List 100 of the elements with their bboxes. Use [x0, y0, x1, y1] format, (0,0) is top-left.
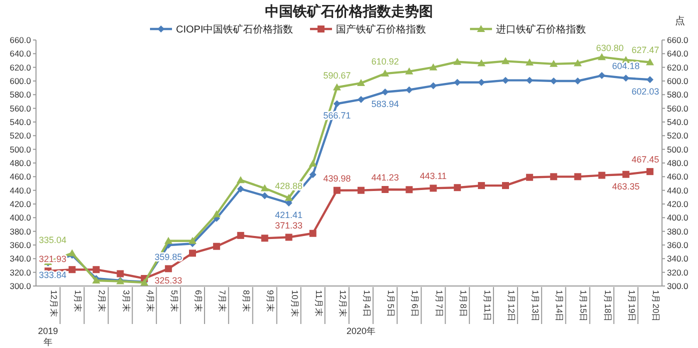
data-label: 610.92: [371, 56, 399, 67]
x-tick-label: 1月6日: [410, 290, 420, 318]
y-tick-label: 380.0: [10, 226, 32, 236]
point: [574, 173, 582, 180]
point: [574, 78, 582, 84]
point: [285, 234, 292, 241]
y2-tick-label: 300.0: [667, 281, 689, 291]
legend-label: 进口铁矿石价格指数: [496, 24, 586, 36]
y2-tick-label: 380.0: [667, 226, 689, 236]
point: [332, 83, 341, 90]
data-label: 325.33: [154, 276, 182, 286]
point: [526, 174, 534, 181]
x-tick-label: 5月末: [169, 290, 180, 313]
y-tick-label: 600.0: [10, 76, 32, 86]
point: [646, 58, 654, 66]
point: [453, 58, 462, 65]
point: [550, 60, 558, 67]
point: [454, 78, 461, 86]
point: [164, 236, 172, 244]
legend-label: 国产铁矿石价格指数: [336, 24, 426, 36]
x-tick-label: 3月末: [121, 290, 132, 313]
x-tick-label: 7月末: [218, 290, 228, 313]
point: [188, 236, 196, 244]
x-tick-label: 6月末: [194, 290, 204, 313]
point: [92, 266, 100, 274]
point: [574, 59, 582, 66]
y2-tick-label: 640.0: [667, 48, 689, 59]
point: [116, 270, 124, 278]
point: [502, 57, 510, 64]
data-label: 590.67: [323, 70, 351, 80]
point: [237, 232, 244, 239]
text: 2019年: [38, 326, 58, 347]
y-tick-label: 640.0: [10, 48, 32, 59]
point: [309, 171, 316, 178]
y2-tick-label: 600.0: [667, 76, 689, 86]
point: [646, 168, 654, 176]
point: [381, 70, 390, 77]
data-label: 421.41: [275, 210, 303, 220]
x-tick-label: 1月末: [73, 290, 84, 313]
y-tick-label: 500.0: [10, 144, 32, 154]
y-tick-label: 580.0: [10, 90, 32, 100]
point: [382, 186, 389, 193]
point: [598, 53, 606, 60]
point: [598, 72, 606, 80]
y-tick-label: 320.0: [10, 267, 32, 278]
data-label: 439.98: [323, 173, 351, 184]
point: [164, 265, 172, 272]
point: [285, 200, 292, 207]
text: 2020年: [346, 326, 376, 336]
point: [357, 79, 366, 86]
point: [406, 186, 413, 194]
point: [526, 58, 534, 66]
x-tick-label: 12月末: [49, 290, 60, 318]
point: [550, 78, 558, 84]
point: [261, 192, 268, 200]
y2-tick-label: 660.0: [667, 35, 689, 45]
x-tick-label: 1月11日: [482, 290, 492, 322]
x-tick-label: 1月18日: [602, 290, 613, 322]
data-label: 333.84: [38, 270, 66, 280]
y2-tick-label: 320.0: [667, 267, 689, 278]
point: [333, 186, 340, 194]
y2-tick-label: 360.0: [667, 240, 689, 250]
data-label: 604.18: [612, 61, 640, 72]
y2-tick-label: 500.0: [667, 144, 689, 154]
point: [333, 100, 340, 108]
y2-tick-label: 400.0: [667, 212, 689, 223]
y2-tick-label: 420.0: [667, 199, 689, 209]
y2-tick-label: 580.0: [667, 90, 689, 100]
point: [502, 76, 509, 84]
x-tick-label: 1月12日: [506, 290, 516, 322]
y-tick-label: 360.0: [10, 240, 32, 250]
point: [478, 78, 485, 86]
data-label: 463.35: [612, 181, 640, 192]
point: [502, 182, 509, 190]
data-label: 630.80: [596, 42, 624, 53]
y-tick-label: 620.0: [10, 62, 32, 72]
point: [646, 76, 654, 84]
y-tick-label: 420.0: [10, 199, 32, 209]
x-tick-label: 1月5日: [386, 290, 396, 318]
y-tick-label: 560.0: [10, 103, 32, 114]
y2-axis-title: 点: [675, 15, 685, 27]
y-tick-label: 300.0: [10, 281, 32, 291]
y-tick-label: 660.0: [10, 35, 32, 45]
y-tick-label: 400.0: [10, 212, 32, 223]
x-tick-label: 1月14日: [554, 290, 565, 322]
x-tick-label: 2月末: [97, 290, 108, 313]
y-tick-label: 340.0: [10, 254, 32, 264]
data-label: 602.03: [632, 86, 660, 97]
point: [189, 250, 196, 257]
data-label: 443.11: [420, 171, 447, 182]
y2-tick-label: 620.0: [667, 62, 689, 72]
point: [358, 96, 365, 103]
x-tick-label: 1月7日: [434, 290, 444, 318]
x-tick-label: 1月13日: [530, 290, 541, 322]
y-tick-label: 520.0: [10, 130, 32, 141]
point: [358, 186, 365, 194]
data-label: 371.33: [275, 220, 303, 230]
point: [309, 230, 316, 237]
data-label: 583.94: [371, 98, 399, 109]
point: [550, 173, 558, 180]
